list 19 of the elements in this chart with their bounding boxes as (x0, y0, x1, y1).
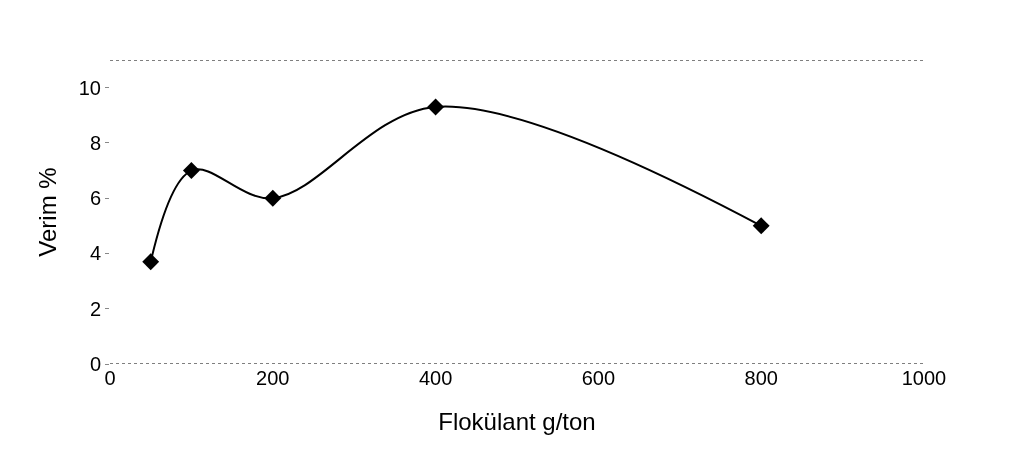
point (182, 162, 200, 179)
point (427, 98, 445, 116)
point (142, 253, 160, 271)
y-tick-label: 6 (89, 187, 101, 210)
x-tick-label: 1000 (901, 367, 947, 389)
x-axis-title: Flokülant g/ton (438, 408, 596, 436)
y-tick-label: 0 (89, 353, 101, 375)
point (264, 189, 282, 207)
x-tick-label: 800 (744, 367, 778, 389)
x-tick-label: 400 (418, 367, 453, 389)
point (752, 217, 770, 235)
y-tick-label: 4 (89, 242, 101, 265)
x-tick-label: 600 (581, 367, 616, 389)
y-tick-label: 8 (89, 131, 101, 154)
x-tick-label: 0 (104, 367, 116, 389)
y-tick-label: 2 (89, 297, 101, 320)
x-tick-label: 200 (256, 367, 290, 389)
y-tick-label: 10 (78, 76, 101, 99)
y-axis-title: Verim % (33, 167, 61, 257)
